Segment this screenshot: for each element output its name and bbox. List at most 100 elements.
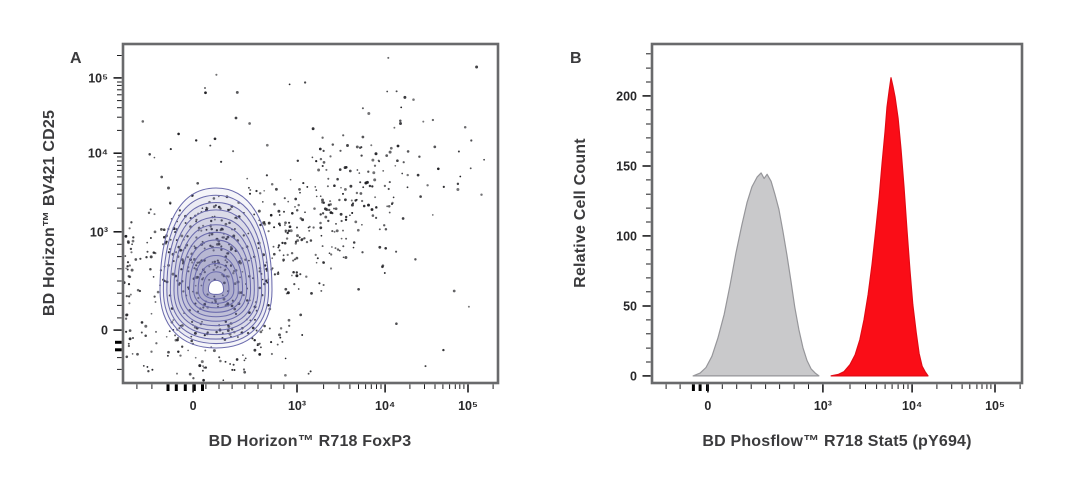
scatter-dot (125, 330, 128, 333)
x-tick-label: 10³ (814, 399, 832, 413)
scatter-dot (310, 292, 313, 295)
scatter-dot (361, 223, 363, 226)
scatter-dot (178, 209, 181, 212)
scatter-dot (167, 186, 170, 190)
scatter-dot (147, 370, 150, 373)
scatter-dot (162, 235, 166, 239)
scatter-dot (151, 368, 154, 371)
scatter-dot (230, 247, 234, 250)
scatter-dot (208, 265, 211, 268)
scatter-dot (329, 200, 332, 203)
scatter-dot (198, 364, 202, 368)
scatter-dot (169, 238, 172, 241)
scatter-dot (201, 320, 203, 323)
scatter-dot (225, 260, 229, 264)
scatter-dot (212, 205, 216, 209)
scatter-dot (297, 203, 300, 207)
scatter-dot (358, 172, 361, 174)
scatter-dot (339, 149, 342, 152)
scatter-dot (295, 274, 299, 278)
scatter-dot (323, 207, 327, 211)
scatter-dot (128, 329, 132, 332)
scatter-dot (319, 221, 322, 225)
scatter-dot (146, 365, 149, 368)
scatter-dot (149, 255, 153, 259)
scatter-dot (257, 247, 260, 249)
scatter-dot (392, 196, 395, 199)
scatter-dot (442, 185, 445, 188)
scatter-dot (211, 261, 214, 264)
scatter-dot (292, 259, 295, 262)
scatter-dot (182, 260, 185, 263)
scatter-dot (215, 330, 218, 334)
scatter-dot (180, 268, 183, 271)
scatter-dot (457, 150, 460, 153)
scatter-dot (145, 256, 148, 259)
scatter-dot (130, 221, 133, 224)
scatter-dot (401, 217, 405, 220)
scatter-dot (217, 195, 220, 198)
scatter-dot (399, 119, 402, 123)
contour-ring (207, 279, 225, 295)
scatter-dot (258, 286, 262, 290)
scatter-dot (140, 321, 144, 324)
scatter-dot (202, 378, 205, 382)
scatter-dot (194, 284, 197, 287)
scatter-dot (253, 348, 257, 352)
panel-b-y-axis-title: Relative Cell Count (572, 138, 589, 288)
scatter-dot (295, 208, 299, 212)
scatter-dot (247, 186, 250, 189)
scatter-dot (281, 340, 284, 343)
scatter-dot (291, 274, 293, 277)
scatter-dot (197, 296, 200, 300)
scatter-dot (248, 259, 250, 262)
scatter-dot (299, 313, 303, 317)
scatter-dot (355, 198, 358, 201)
scatter-dot (206, 331, 209, 334)
scatter-dot (283, 197, 286, 200)
scatter-dot (220, 248, 223, 251)
scatter-dot (394, 164, 397, 167)
scatter-dot (319, 213, 322, 216)
scatter-dot (195, 264, 198, 267)
scatter-dot (416, 173, 420, 177)
scatter-dot (294, 258, 296, 261)
panel-b-plot: 0 10³ 10⁴ 10⁵ 200 150 100 50 0 (616, 42, 1024, 413)
scatter-dot (343, 187, 347, 191)
scatter-dot (267, 304, 270, 307)
scatter-dot (215, 73, 218, 76)
scatter-dot (194, 356, 197, 359)
scatter-dot (400, 106, 403, 109)
scatter-dot (321, 164, 324, 168)
scatter-dot (326, 185, 329, 188)
scatter-dot (463, 126, 467, 129)
scatter-dot (284, 287, 288, 291)
scatter-dot (172, 319, 175, 321)
scatter-dot (231, 368, 234, 371)
scatter-dot (261, 201, 264, 203)
scatter-dot (335, 229, 339, 233)
scatter-dot (124, 255, 127, 257)
scatter-dot (127, 295, 131, 298)
scatter-dot (227, 325, 231, 328)
scatter-dot (146, 250, 149, 253)
scatter-dot (282, 254, 285, 257)
scatter-dot (294, 240, 298, 243)
scatter-dot (329, 267, 333, 270)
scatter-dot (244, 357, 247, 360)
scatter-dot (177, 132, 180, 136)
scatter-dot (321, 200, 324, 204)
scatter-dot (281, 241, 284, 245)
scatter-dot (362, 186, 365, 189)
scatter-dot (200, 284, 203, 287)
scatter-dot (239, 276, 241, 279)
scatter-dot (374, 152, 378, 156)
scatter-dot (204, 366, 208, 369)
scatter-dot (131, 239, 135, 243)
scatter-dot (272, 245, 275, 248)
scatter-dot (318, 282, 321, 285)
scatter-dot (129, 293, 132, 296)
x-tick-label: 10⁵ (985, 399, 1005, 413)
scatter-dot (208, 279, 210, 281)
scatter-dot (372, 171, 376, 175)
